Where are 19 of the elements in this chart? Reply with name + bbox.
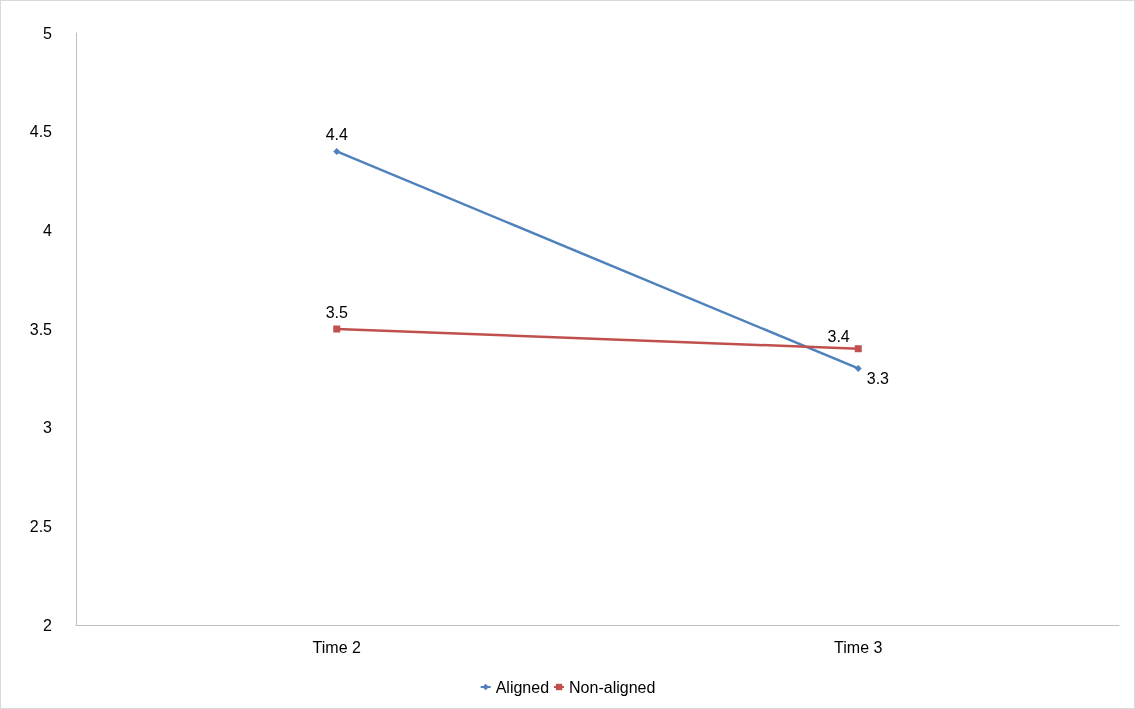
y-tick-label: 3.5 — [29, 320, 53, 338]
y-tick-label: 3 — [43, 419, 53, 437]
data-label: 4.4 — [325, 126, 348, 144]
x-tick-label: Time 3 — [834, 638, 883, 656]
y-tick-label: 2.5 — [29, 517, 53, 535]
y-tick-label: 2 — [43, 616, 53, 634]
data-label: 3.5 — [325, 304, 348, 321]
point — [333, 147, 341, 155]
x-tick-label: Time 2 — [312, 638, 361, 656]
point — [333, 325, 341, 333]
y-tick-label: 5 — [43, 24, 53, 42]
data-label: 3.3 — [866, 369, 890, 387]
point — [854, 345, 862, 353]
y-tick-label: 4 — [43, 221, 53, 239]
legend-label: Non-aligned — [569, 678, 656, 696]
legend-label: Aligned — [495, 678, 550, 696]
point — [854, 364, 862, 372]
y-tick-label: 4.5 — [29, 123, 53, 141]
data-label: 3.4 — [827, 328, 850, 346]
